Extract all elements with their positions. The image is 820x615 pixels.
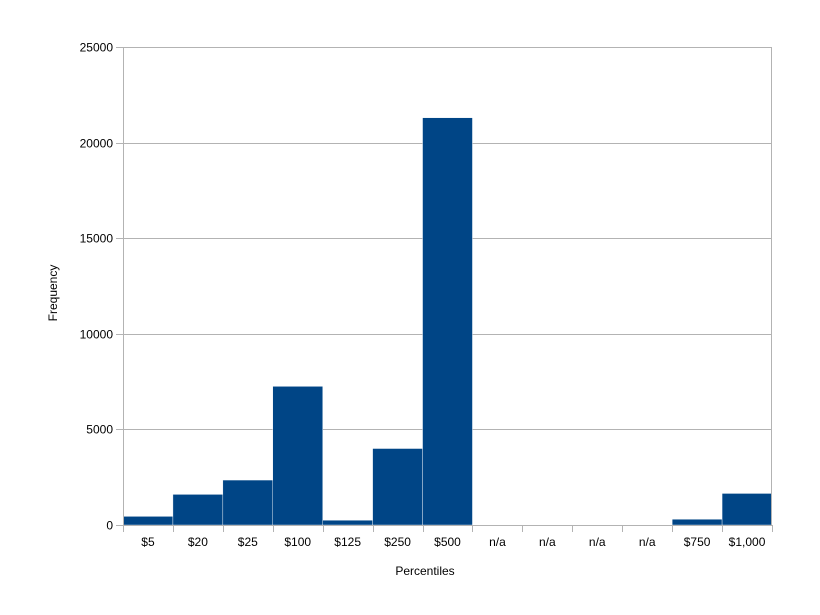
bar — [122, 516, 174, 526]
y-tick-label: 20000 — [80, 137, 114, 151]
bar — [222, 479, 273, 526]
bar — [172, 494, 224, 526]
bar — [671, 519, 723, 526]
x-tick-label: n/a — [539, 535, 556, 549]
y-tick-label: 5000 — [86, 423, 113, 437]
bar — [272, 386, 323, 526]
x-tick-label: $5 — [141, 535, 155, 549]
x-tick-label: n/a — [489, 535, 506, 549]
bars — [122, 117, 773, 526]
bar — [372, 448, 423, 526]
x-tick-label: $250 — [384, 535, 411, 549]
y-tick-label: 25000 — [80, 41, 114, 55]
y-tick-label: 15000 — [80, 232, 114, 246]
x-tick-label: $20 — [188, 535, 208, 549]
x-tick-label: $100 — [284, 535, 311, 549]
bar — [721, 493, 773, 526]
x-tick-label: $750 — [684, 535, 711, 549]
y-axis-title: Frequency — [46, 265, 60, 322]
x-tick-label: n/a — [589, 535, 606, 549]
x-tick-label: $1,000 — [729, 535, 766, 549]
bar — [422, 117, 473, 526]
x-tick-label: $500 — [434, 535, 461, 549]
bar — [322, 520, 373, 526]
x-axis-title: Percentiles — [395, 564, 454, 578]
axes — [116, 47, 773, 532]
x-tick-label: n/a — [639, 535, 656, 549]
x-tick-label: $125 — [334, 535, 361, 549]
y-tick-label: 10000 — [80, 328, 114, 342]
x-tick-label: $25 — [238, 535, 258, 549]
y-tick-label: 0 — [106, 519, 113, 533]
tick-labels: 0 5000 10000 15000 20000 25000 $5 $20 $25 $100 $12… — [80, 41, 766, 550]
